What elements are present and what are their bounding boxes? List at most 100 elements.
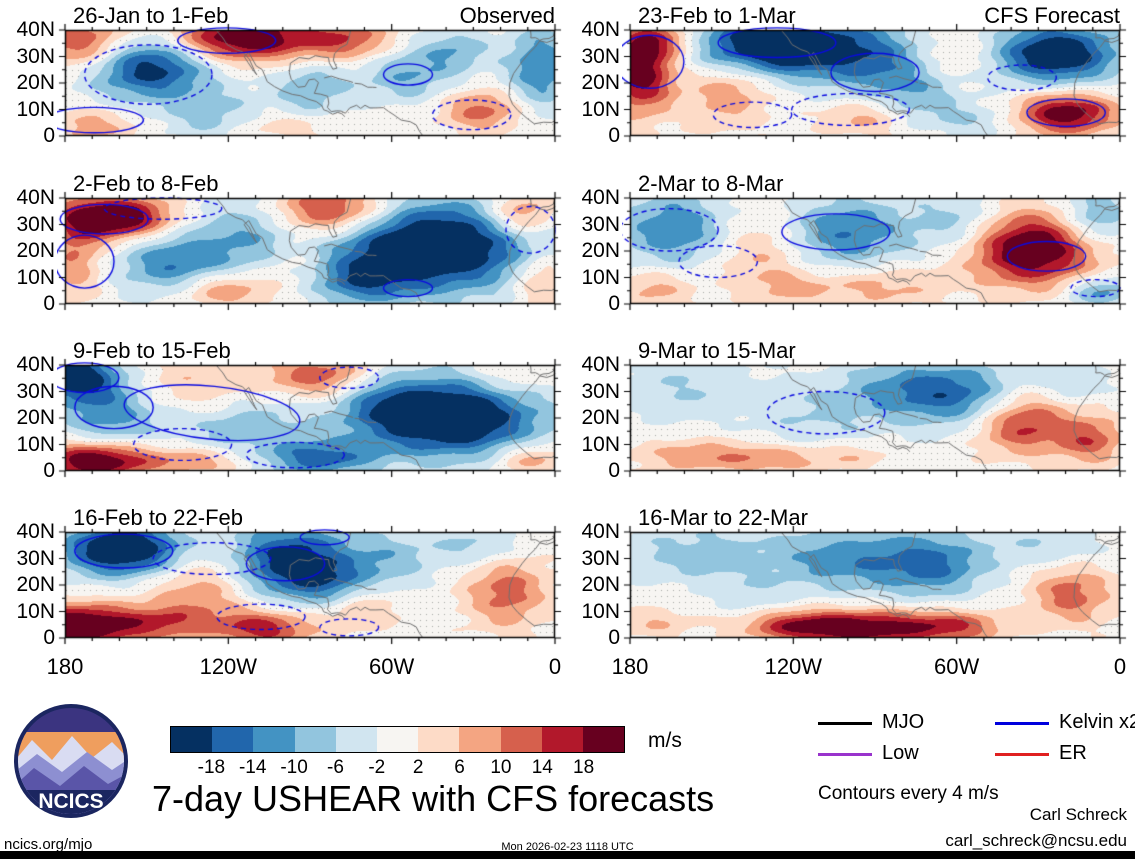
map-panel-canvas (57, 357, 563, 479)
colorbar-tick-label: 10 (490, 757, 512, 778)
y-axis-label: 30N (581, 379, 620, 403)
y-axis-label: 40N (16, 353, 55, 376)
colorbar-segment (500, 727, 542, 752)
credit-name: Carl Schreck (1029, 805, 1127, 824)
legend-line-kelvin-x2 (995, 722, 1049, 725)
colorbar-tick-label: -18 (197, 757, 226, 778)
y-axis-label: 30N (581, 44, 620, 68)
colorbar-segment (253, 727, 295, 752)
y-axis-label: 40N (581, 353, 620, 376)
column-header: CFS Forecast (984, 3, 1120, 28)
legend-line-er (995, 753, 1049, 756)
x-axis-label: 180 (46, 654, 84, 679)
legend-line-mjo (818, 722, 872, 725)
y-axis-label: 0 (608, 459, 620, 482)
y-axis-label: 20N (16, 71, 55, 94)
y-axis-label: 30N (16, 379, 55, 403)
legend-label: Kelvin x2 (1059, 711, 1135, 733)
footer-timestamp: Mon 2026-02-23 1118 UTC (501, 841, 634, 853)
y-axis-label: 20N (16, 573, 55, 596)
panel-title: 26-Jan to 1-Feb (73, 3, 229, 28)
colorbar-units: m/s (648, 729, 682, 752)
colorbar-tick-label: -10 (280, 757, 308, 778)
y-axis-label: 20N (16, 406, 55, 429)
colorbar-segment (459, 727, 501, 752)
panel-title: 9-Feb to 15-Feb (73, 338, 231, 363)
y-axis-label: 10N (581, 599, 620, 623)
colorbar-tick-label: 2 (412, 757, 424, 778)
colorbar-segment (212, 727, 254, 752)
colorbar-segment (171, 727, 213, 752)
colorbar-segment (541, 727, 583, 752)
y-axis-label: 30N (581, 546, 620, 570)
panel-title: 2-Feb to 8-Feb (73, 171, 219, 196)
y-axis-label: 0 (608, 124, 620, 147)
panel-title: 9-Mar to 15-Mar (638, 338, 796, 363)
y-axis-label: 10N (16, 97, 55, 121)
map-panel-canvas (57, 524, 563, 646)
y-axis-label: 10N (16, 599, 55, 623)
y-axis-label: 0 (43, 292, 55, 315)
map-panel-canvas (57, 22, 563, 144)
y-axis-label: 10N (16, 265, 55, 289)
panel-title: 23-Feb to 1-Mar (638, 3, 796, 28)
colorbar-segment (335, 727, 377, 752)
x-axis-label: 60W (934, 654, 980, 679)
colorbar-tick-label: 14 (531, 757, 553, 778)
credit-email: carl_schreck@ncsu.edu (945, 831, 1127, 850)
y-axis-label: 20N (581, 406, 620, 429)
x-axis-label: 60W (369, 654, 415, 679)
y-axis-label: 30N (16, 44, 55, 68)
y-axis-label: 40N (581, 520, 620, 543)
map-panel-canvas (622, 524, 1128, 646)
footer-site-link[interactable]: ncics.org/mjo (4, 836, 93, 853)
y-axis-label: 10N (581, 97, 620, 121)
figure-title: 7-day USHEAR with CFS forecasts (152, 778, 715, 819)
colorbar-tick-label: 18 (573, 757, 595, 778)
panel-title: 16-Mar to 22-Mar (638, 505, 808, 530)
y-axis-label: 0 (608, 292, 620, 315)
colorbar-segment (418, 727, 460, 752)
y-axis-label: 0 (43, 124, 55, 147)
x-axis-label: 0 (1113, 654, 1127, 679)
bottom-bar (0, 851, 1135, 859)
legend-label: Low (882, 742, 919, 764)
y-axis-label: 30N (16, 212, 55, 236)
y-axis-label: 40N (581, 186, 620, 209)
y-axis-label: 10N (16, 432, 55, 456)
colorbar-segment (294, 727, 336, 752)
y-axis-label: 20N (581, 573, 620, 596)
y-axis-label: 20N (16, 239, 55, 262)
y-axis-label: 0 (43, 459, 55, 482)
colorbar-segment (376, 727, 419, 752)
colorbar (170, 726, 625, 753)
map-panel-canvas (622, 190, 1128, 312)
column-header: Observed (459, 3, 555, 28)
legend-label: ER (1059, 742, 1087, 764)
x-axis-label: 180 (611, 654, 649, 679)
x-axis-label: 0 (548, 654, 562, 679)
y-axis-label: 30N (581, 212, 620, 236)
panel-title: 2-Mar to 8-Mar (638, 171, 784, 196)
contour-note: Contours every 4 m/s (818, 783, 999, 804)
y-axis-label: 40N (16, 18, 55, 41)
map-panel-canvas (622, 22, 1128, 144)
y-axis-label: 0 (608, 626, 620, 649)
y-axis-label: 20N (581, 71, 620, 94)
legend-line-low (818, 753, 872, 756)
colorbar-tick-label: 6 (454, 757, 465, 778)
colorbar-segment (582, 727, 625, 752)
y-axis-label: 20N (581, 239, 620, 262)
map-panel-canvas (622, 357, 1128, 479)
y-axis-label: 30N (16, 546, 55, 570)
map-panel-canvas (57, 190, 563, 312)
panel-title: 16-Feb to 22-Feb (73, 505, 243, 530)
x-axis-label: 120W (764, 654, 823, 679)
colorbar-tick-label: -14 (238, 757, 267, 778)
logo-text: NCICS (38, 790, 103, 813)
legend-label: MJO (882, 711, 925, 733)
colorbar-tick-label: -6 (327, 757, 344, 778)
y-axis-label: 40N (16, 186, 55, 209)
y-axis-label: 10N (581, 265, 620, 289)
ncics-logo: NCICS (14, 704, 128, 818)
